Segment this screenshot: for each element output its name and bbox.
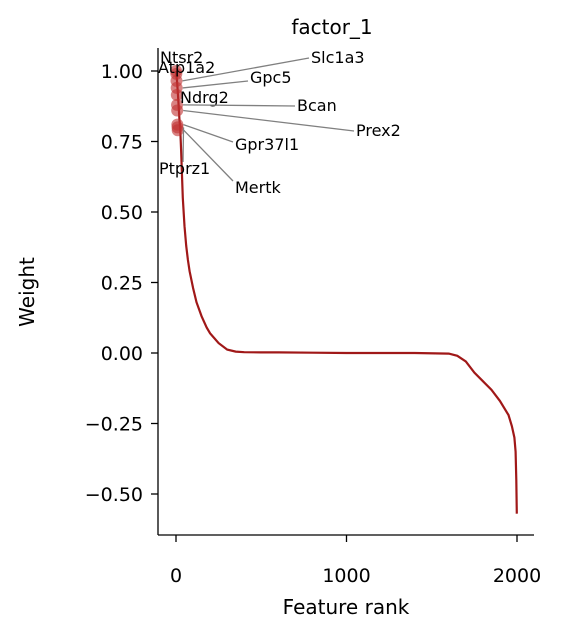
annotation-arrow bbox=[182, 80, 249, 89]
annotation-arrow bbox=[183, 123, 234, 143]
ticks: 0 1000 2000 1.00 0.75 0.50 0.25 0.00 −0.25 −0.50 bbox=[85, 61, 541, 587]
y-tick-label: 0.50 bbox=[101, 202, 143, 224]
x-tick-label: 2000 bbox=[493, 565, 541, 587]
x-tick-label: 1000 bbox=[322, 565, 370, 587]
y-tick-label: −0.50 bbox=[85, 484, 143, 506]
x-axis-label: Feature rank bbox=[283, 595, 410, 619]
y-tick-label: −0.25 bbox=[85, 414, 143, 436]
annotation-label: Bcan bbox=[297, 96, 337, 115]
y-tick-label: 0.75 bbox=[101, 132, 143, 154]
annotation-label: Ntsr2 bbox=[160, 48, 203, 67]
highlight-point bbox=[171, 104, 184, 117]
annotation-label: Ptprz1 bbox=[159, 159, 210, 178]
annotation-arrow bbox=[182, 57, 310, 82]
plot-area bbox=[170, 65, 518, 514]
annotation-arrow bbox=[183, 129, 234, 182]
y-tick-label: 1.00 bbox=[101, 61, 143, 83]
y-tick-label: 0.25 bbox=[101, 273, 143, 295]
annotation-label: Prex2 bbox=[356, 121, 401, 140]
annotation-label: Mertk bbox=[235, 178, 282, 197]
axes bbox=[157, 48, 534, 536]
annotation-arrow bbox=[182, 127, 185, 163]
annotation-label: Slc1a3 bbox=[311, 48, 365, 67]
annotation-arrow bbox=[183, 104, 296, 107]
annotation-arrow bbox=[183, 109, 355, 132]
highlight-point bbox=[170, 88, 183, 101]
annotation-label: Ndrg2 bbox=[180, 88, 229, 107]
highlight-point bbox=[171, 124, 184, 137]
annotation-label: Atp1a2 bbox=[158, 58, 215, 77]
chart-title: factor_1 bbox=[291, 15, 372, 39]
series-line bbox=[174, 70, 518, 514]
y-axis-label: Weight bbox=[15, 257, 39, 327]
x-tick-label: 0 bbox=[170, 565, 182, 587]
annotation-label: Gpr37l1 bbox=[235, 135, 299, 154]
y-tick-label: 0.00 bbox=[101, 343, 143, 365]
annotation-label: Gpc5 bbox=[250, 68, 292, 87]
